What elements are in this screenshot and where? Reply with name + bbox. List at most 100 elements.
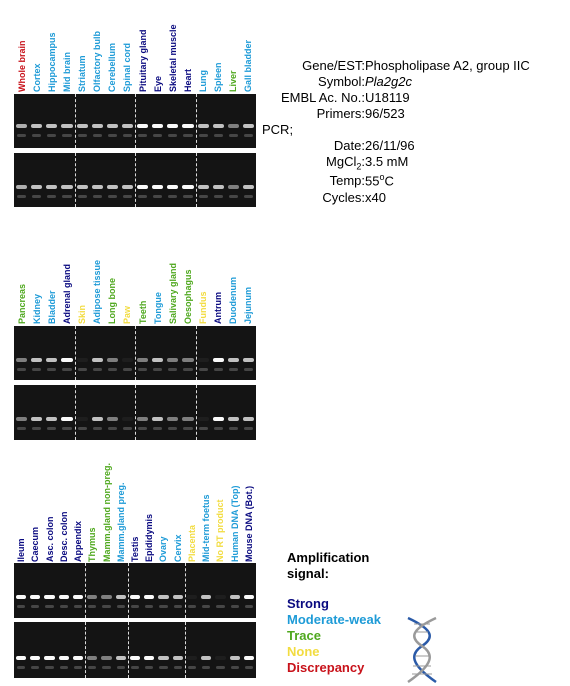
lane-label: Lung: [198, 70, 209, 92]
gel-divider: [85, 563, 87, 618]
gel-divider: [127, 622, 129, 678]
primer-band: [168, 368, 178, 371]
primer-band: [107, 427, 117, 430]
primer-band: [62, 427, 72, 430]
primer-band: [77, 368, 87, 371]
gel-band: [152, 124, 164, 128]
lane-label: Mid brain: [61, 52, 72, 92]
primer-band: [122, 195, 132, 198]
primer-band: [31, 605, 40, 608]
gel-band: [229, 595, 240, 599]
lane-label: Whole brain: [16, 40, 27, 93]
gel-band: [158, 595, 169, 599]
lane-label: Mid-term foetus: [201, 494, 212, 563]
gel-band: [212, 417, 224, 421]
primer-band: [198, 195, 208, 198]
gel-band: [16, 656, 27, 660]
lane-label: Human DNA (Top): [229, 485, 240, 563]
gel-band: [215, 656, 226, 660]
primer-band: [243, 195, 253, 198]
primer-band: [230, 605, 239, 608]
primer-band: [32, 368, 42, 371]
lane-label: Mouse DNA (Bot.): [243, 485, 254, 562]
pcr-label: PCR;: [262, 122, 294, 137]
lane-label: Mamm.gland preg.: [115, 482, 126, 562]
legend-title: Amplification signal:: [287, 550, 370, 581]
gel-band: [227, 417, 239, 421]
primer-band: [88, 666, 97, 669]
gel-image-2-bottom: [14, 385, 256, 440]
gel-band: [44, 656, 55, 660]
primer-band: [168, 195, 178, 198]
gel-band: [186, 656, 198, 660]
primer-band: [17, 368, 27, 371]
gel-band: [106, 124, 118, 128]
lane-label: Salivary gland: [167, 262, 178, 324]
primer-band: [107, 195, 117, 198]
primer-band: [45, 605, 54, 608]
lane-labels-2: Pancreas Kidney Bladder Adrenal gland Skin Ad…: [14, 234, 256, 324]
primer-band: [173, 666, 182, 669]
primer-band: [138, 427, 148, 430]
primer-band: [138, 195, 148, 198]
gel-band: [121, 417, 133, 421]
lane-label: Fundus: [198, 291, 209, 325]
primer-band: [88, 605, 97, 608]
primer-band: [73, 605, 83, 608]
primer-band: [244, 666, 253, 669]
lane-label: Thymus: [87, 527, 98, 562]
lane-label: Liver: [228, 70, 239, 92]
gel-band: [101, 656, 112, 660]
gel-band: [182, 358, 194, 362]
lane-labels-1: Whole brain Cortex Hippocampus Mid brain Str…: [14, 0, 256, 92]
lane-label: Striatum: [77, 55, 88, 92]
mgcl-value: 3.5 mM: [365, 154, 409, 169]
gel-band: [61, 124, 73, 128]
cycles-value: x40: [365, 190, 386, 205]
primer-band: [77, 195, 87, 198]
date-label: Date:: [333, 138, 365, 153]
primer-band: [122, 368, 132, 371]
lane-label: No RT product: [215, 499, 226, 563]
gel-band: [242, 185, 254, 189]
lane-label: Spleen: [213, 62, 224, 92]
primer-band: [159, 605, 168, 608]
lane-labels-3: Ileum Caecum Asc. colon Desc. colon Appendix…: [14, 462, 256, 562]
gel-divider: [135, 385, 136, 440]
primer-band: [47, 427, 57, 430]
primers-label: Primers:: [316, 106, 365, 121]
primer-band: [213, 368, 223, 371]
lane-label: Olfactory bulb: [92, 30, 103, 92]
lane-label: Skeletal muscle: [167, 24, 178, 92]
primer-band: [32, 427, 42, 430]
gel-band: [115, 656, 126, 660]
gel-band: [197, 358, 209, 362]
gel-band: [182, 185, 194, 189]
gel-band: [16, 124, 28, 128]
gel-band: [30, 656, 41, 660]
gel-divider: [195, 326, 197, 380]
gel-band: [16, 595, 27, 599]
gel-band: [167, 185, 179, 189]
primer-band: [73, 666, 83, 669]
lane-label: Pituitary gland: [137, 29, 148, 92]
primer-band: [243, 134, 253, 137]
primer-band: [130, 605, 140, 608]
gel-band: [76, 124, 88, 128]
primer-band: [59, 605, 68, 608]
gel-band: [152, 358, 164, 362]
gel-band: [76, 358, 88, 362]
primer-band: [187, 605, 197, 608]
primer-band: [116, 666, 125, 669]
gel-band: [31, 124, 43, 128]
lane-label: Caecum: [30, 526, 41, 562]
primer-band: [213, 427, 223, 430]
embl-value: U18119: [365, 90, 410, 105]
symbol-value: Pla2g2c: [365, 74, 412, 89]
amplification-legend: Amplification signal: Strong Moderate-wea…: [287, 550, 407, 676]
lane-label: Long bone: [107, 278, 118, 324]
gel-band: [16, 185, 28, 189]
gel-band: [91, 124, 103, 128]
gel-band: [129, 595, 141, 599]
gel-band: [152, 417, 164, 421]
